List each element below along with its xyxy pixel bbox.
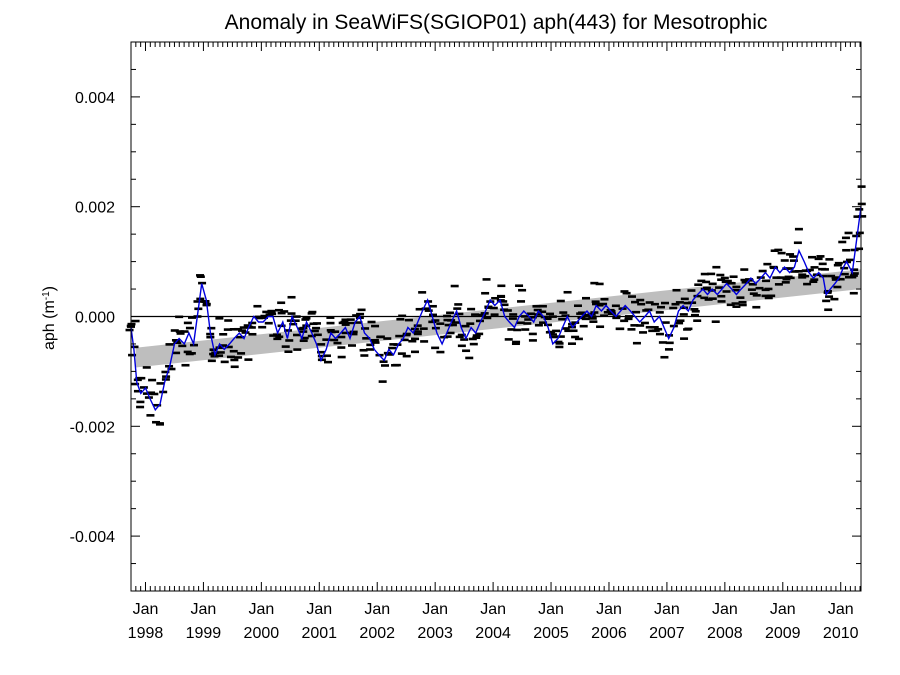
y-tick-label: 0.004	[75, 90, 115, 107]
x-tick-label-year: 2006	[591, 625, 627, 642]
y-tick-label: -0.002	[70, 419, 115, 436]
x-tick-label-year: 2002	[359, 625, 395, 642]
chart-title: Anomaly in SeaWiFS(SGIOP01) aph(443) for…	[225, 11, 768, 34]
x-tick-label-year: 2007	[649, 625, 685, 642]
x-tick-label-month: Jan	[770, 601, 796, 618]
x-tick-label-month: Jan	[422, 601, 448, 618]
x-tick-label-year: 1998	[128, 625, 164, 642]
data-points-layer	[125, 185, 867, 426]
y-axis-title: aph (m-1)	[41, 286, 59, 350]
trend-band-layer	[135, 269, 862, 368]
x-tick-label-year: 2003	[417, 625, 453, 642]
y-tick-label: 0.002	[75, 200, 115, 217]
y-axis-title-main: aph (m	[41, 300, 58, 350]
x-tick-label-year: 2005	[533, 625, 569, 642]
x-tick-label-month: Jan	[191, 601, 217, 618]
x-tick-label-month: Jan	[306, 601, 332, 618]
x-tick-label-month: Jan	[712, 601, 738, 618]
x-tick-label-month: Jan	[248, 601, 274, 618]
x-axis: Jan 1998 Jan 1999 Jan 2000 Jan 2001 Jan 2002 Jan 20…	[128, 42, 861, 642]
x-tick-label-month: Jan	[133, 601, 159, 618]
x-tick-label-month: Jan	[828, 601, 854, 618]
y-axis-title-close: )	[41, 286, 58, 291]
series-line-layer	[130, 206, 862, 412]
x-tick-label-year: 2009	[765, 625, 801, 642]
trend-band	[135, 269, 862, 368]
x-tick-label-year: 2004	[475, 625, 511, 642]
y-tick-label: -0.004	[70, 529, 115, 546]
x-tick-label-month: Jan	[654, 601, 680, 618]
x-tick-label-year: 2010	[823, 625, 859, 642]
y-tick-label: 0.000	[75, 310, 115, 327]
x-tick-label-month: Jan	[364, 601, 390, 618]
x-tick-label-year: 2001	[301, 625, 337, 642]
x-tick-label-year: 2000	[244, 625, 280, 642]
y-axis: -0.004 -0.002 0.000 0.002 0.004	[70, 41, 861, 592]
x-tick-label-month: Jan	[538, 601, 564, 618]
x-tick-label-month: Jan	[480, 601, 506, 618]
series-line	[130, 206, 862, 412]
y-axis-title-exponent: -1	[41, 291, 52, 300]
x-tick-label-month: Jan	[596, 601, 622, 618]
x-tick-label-year: 2008	[707, 625, 743, 642]
x-tick-label-year: 1999	[186, 625, 222, 642]
